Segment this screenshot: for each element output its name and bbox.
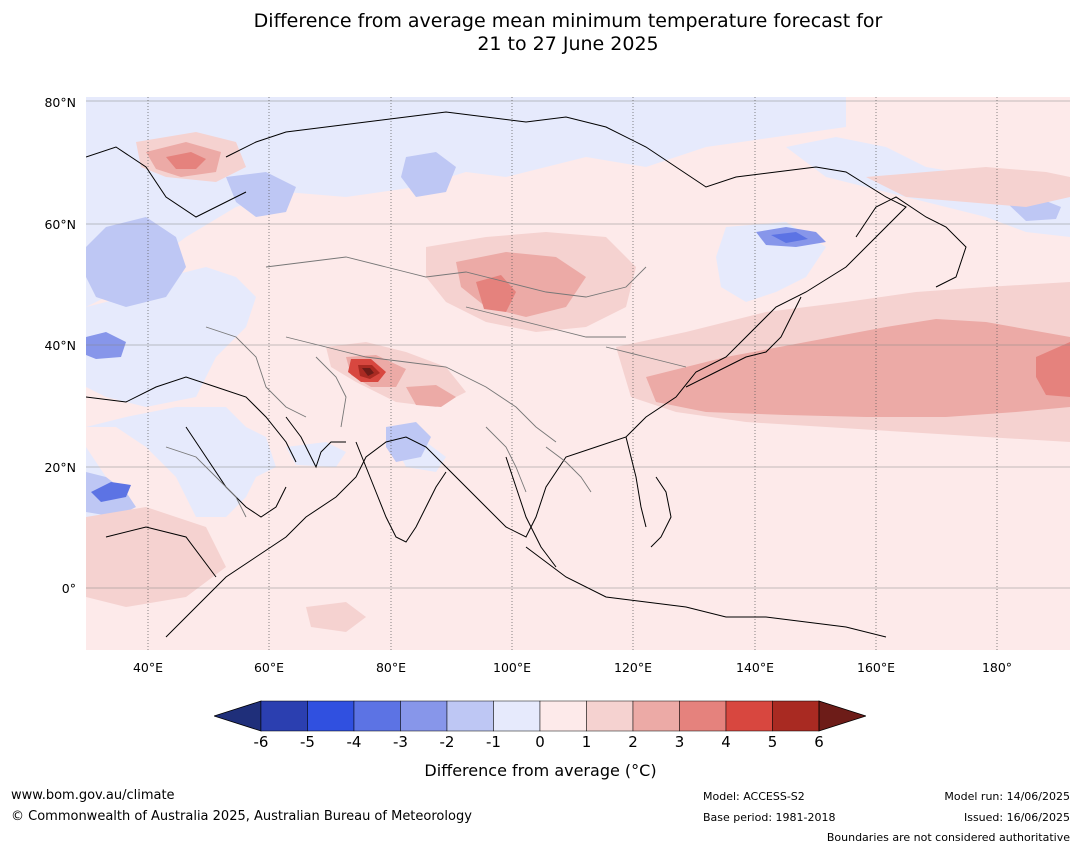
country-borders <box>165 256 687 518</box>
lat-label-80n: 80°N <box>44 95 76 110</box>
map-svg <box>86 97 1070 650</box>
colorbar-label: Difference from average (°C) <box>424 761 657 780</box>
footer-disclaimer: Boundaries are not considered authoritat… <box>826 831 1070 844</box>
colorbar-tick-label: 6 <box>814 733 824 751</box>
colorbar-swatch <box>307 700 355 732</box>
footer-issued: Issued: 16/06/2025 <box>963 811 1070 824</box>
lat-label-20n: 20°N <box>44 460 76 475</box>
lon-label-180: 180° <box>981 660 1013 675</box>
colorbar-swatch <box>446 700 494 732</box>
colorbar-swatch <box>632 700 680 732</box>
colorbar-swatch <box>772 700 820 732</box>
colorbar-tick-label: -3 <box>393 733 408 751</box>
colorbar-tick-label: 5 <box>767 733 778 751</box>
footer-model-run: Model run: 14/06/2025 <box>944 790 1070 803</box>
coastlines <box>86 111 967 638</box>
lat-label-0: 0° <box>61 581 76 596</box>
colorbar-swatch <box>586 700 634 732</box>
latitude-grid <box>86 100 1070 589</box>
colorbar-swatch <box>679 700 727 732</box>
colorbar-tick-label: 4 <box>721 733 731 751</box>
colorbar-swatch <box>725 700 773 732</box>
colorbar-tick-label: 0 <box>535 733 545 751</box>
longitude-grid <box>147 97 998 650</box>
colorbar <box>212 700 868 736</box>
lon-label-120e: 120°E <box>613 660 653 675</box>
colorbar-swatch <box>539 700 587 732</box>
colorbar-extend-high <box>818 700 868 732</box>
colorbar-swatch <box>353 700 401 732</box>
lon-label-100e: 100°E <box>492 660 532 675</box>
footer-copyright: © Commonwealth of Australia 2025, Austra… <box>11 809 472 824</box>
lon-label-160e: 160°E <box>856 660 896 675</box>
colorbar-tick-label: -2 <box>439 733 455 751</box>
cool-anomaly-regions <box>86 97 1070 547</box>
lon-label-80e: 80°E <box>375 660 407 675</box>
colorbar-swatch <box>260 700 308 732</box>
footer-base-period: Base period: 1981-2018 <box>703 811 836 824</box>
footer-model: Model: ACCESS-S2 <box>703 790 805 803</box>
lon-label-140e: 140°E <box>735 660 775 675</box>
colorbar-tick-label: 1 <box>581 733 592 751</box>
colorbar-tick-label: -5 <box>300 733 315 751</box>
colorbar-tick-label: -1 <box>486 733 501 751</box>
map-title: Difference from average mean minimum tem… <box>0 10 1081 56</box>
colorbar-svg <box>212 700 868 732</box>
colorbar-tick-label: -6 <box>253 733 269 751</box>
footer-url[interactable]: www.bom.gov.au/climate <box>11 788 175 803</box>
lon-label-60e: 60°E <box>253 660 285 675</box>
lat-label-40n: 40°N <box>44 338 76 353</box>
colorbar-extend-low <box>212 700 262 732</box>
colorbar-tick-label: 2 <box>628 733 638 751</box>
title-line-1: Difference from average mean minimum tem… <box>253 10 883 32</box>
colorbar-tick-label: 3 <box>674 733 685 751</box>
lon-label-40e: 40°E <box>132 660 164 675</box>
colorbar-swatch <box>493 700 541 732</box>
colorbar-swatch <box>400 700 448 732</box>
lat-label-60n: 60°N <box>44 217 76 232</box>
colorbar-tick-label: -4 <box>346 733 362 751</box>
title-line-2: 21 to 27 June 2025 <box>477 33 659 55</box>
warm-anomaly-regions <box>86 132 1070 632</box>
forecast-map <box>86 97 1070 650</box>
